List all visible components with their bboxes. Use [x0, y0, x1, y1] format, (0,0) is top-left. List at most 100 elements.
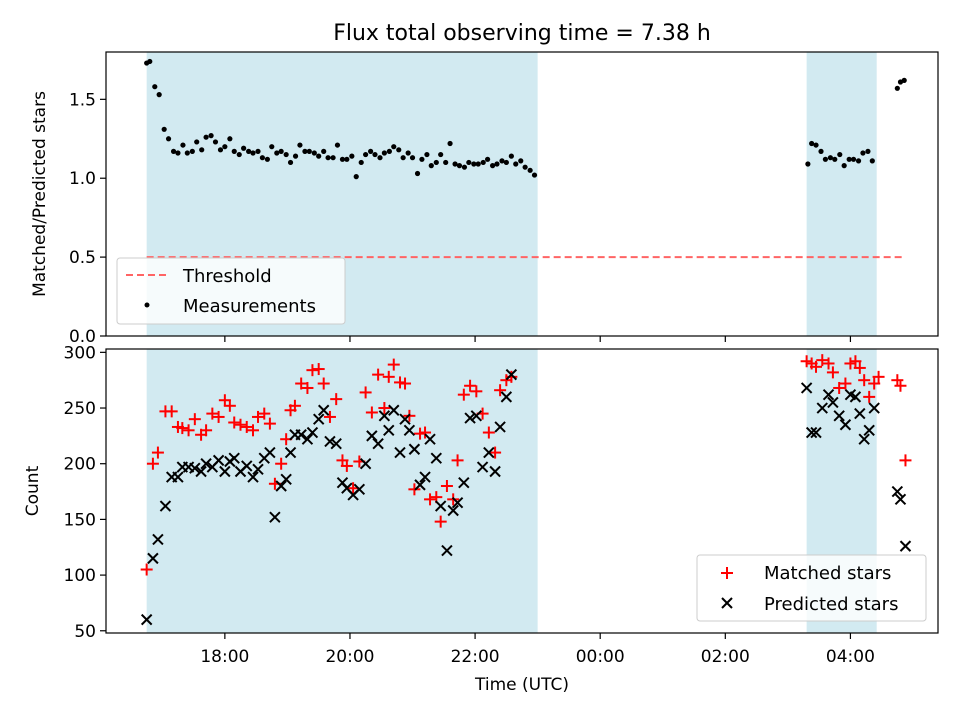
matched-star-point	[317, 377, 330, 390]
matched-star-point	[868, 377, 881, 390]
matched-star-point	[228, 416, 241, 429]
matched-star-point	[188, 413, 201, 426]
measurement-point	[306, 148, 312, 154]
measurement-point	[175, 150, 181, 156]
predicted-star-point	[894, 493, 907, 506]
measurement-point	[809, 140, 815, 147]
predicted-star-point	[195, 465, 207, 478]
matched-star-point	[451, 454, 464, 467]
predicted-star-point	[464, 412, 476, 424]
matched-star-point	[863, 390, 876, 403]
measurement-point	[805, 161, 811, 167]
measurement-point	[443, 159, 449, 166]
matched-star-point	[464, 379, 477, 392]
predicted-star-point	[280, 473, 292, 486]
predicted-star-point	[430, 452, 443, 464]
measurement-point	[386, 148, 392, 154]
measurement-point	[480, 159, 486, 166]
x-axis-label: Time (UTC)	[474, 675, 569, 695]
measurement-point	[424, 151, 430, 158]
matched-star-point	[434, 515, 447, 528]
y-tick-label: 1.0	[69, 169, 96, 189]
predicted-star-point	[451, 496, 464, 509]
measurement-point	[827, 155, 834, 161]
matched-star-point	[470, 385, 483, 398]
measurement-point	[405, 150, 411, 156]
predicted-star-point	[434, 500, 447, 512]
predicted-star-point	[805, 426, 818, 439]
x-tick-label: 18:00	[200, 647, 249, 667]
measurement-point	[499, 158, 505, 164]
matched-star-point	[810, 360, 823, 373]
legend-predicted-swatch	[721, 597, 733, 609]
matched-star-point	[146, 457, 159, 470]
matched-star-point	[263, 417, 276, 430]
measurement-point	[894, 85, 900, 91]
measurement-point	[368, 148, 374, 154]
x-tick-label: 02:00	[701, 647, 750, 667]
predicted-star-point	[317, 404, 330, 416]
measurement-point	[241, 145, 247, 151]
measurement-point	[246, 148, 252, 154]
predicted-star-point	[810, 426, 822, 439]
predicted-star-point	[372, 437, 384, 450]
measurement-point	[321, 148, 327, 154]
shaded-interval	[806, 52, 877, 336]
matched-star-point	[176, 422, 189, 435]
measurement-point	[208, 133, 214, 139]
predicted-star-point	[200, 458, 212, 470]
measurement-point	[865, 148, 871, 154]
predicted-star-point	[419, 471, 431, 483]
predicted-star-point	[388, 404, 400, 416]
count-legend: Matched stars Predicted stars	[696, 554, 927, 622]
measurement-point	[236, 151, 242, 158]
y-tick-label: 0.5	[69, 248, 96, 268]
predicted-star-point	[383, 424, 395, 437]
matched-star-point	[140, 563, 153, 576]
legend-predicted-label: Predicted stars	[764, 594, 898, 615]
matched-star-point	[482, 426, 495, 439]
measurement-point	[428, 163, 434, 169]
matched-star-point	[218, 394, 231, 407]
shaded-interval	[146, 349, 538, 633]
predicted-star-point	[228, 452, 240, 464]
predicted-star-point	[247, 471, 259, 483]
measurement-point	[283, 151, 289, 158]
y-tick-label: 300	[64, 343, 96, 363]
ratio-legend-box	[116, 257, 346, 325]
measurement-point	[194, 139, 200, 145]
predicted-star-point	[414, 479, 426, 491]
measurement-point	[165, 136, 172, 142]
matched-star-point	[894, 379, 907, 392]
chart-title: Flux total observing time = 7.38 h	[333, 21, 711, 46]
measurement-point	[199, 147, 205, 153]
matched-star-point	[382, 370, 395, 383]
count-series	[140, 354, 912, 626]
ratio-axes: 0.0 0.5 1.0 1.5	[69, 51, 939, 347]
measurement-point	[471, 161, 477, 167]
matched-star-point	[800, 355, 813, 368]
measurement-point	[381, 150, 387, 156]
legend-matched-swatch	[721, 567, 733, 579]
measurement-point	[339, 156, 346, 162]
measurement-point	[259, 155, 265, 161]
ratio-panel: 0.0 0.5 1.0 1.5 Flux total observing time =…	[30, 21, 939, 347]
legend-measurements-swatch	[144, 302, 150, 308]
matched-star-point	[394, 376, 407, 389]
predicted-star-point	[408, 443, 421, 455]
matched-star-point	[399, 377, 412, 390]
measurement-point	[274, 150, 280, 156]
matched-star-point	[816, 354, 829, 367]
matched-star-point	[844, 357, 857, 370]
measurement-point	[334, 142, 341, 148]
predicted-star-point	[494, 421, 506, 433]
matched-star-point	[323, 410, 336, 423]
y-tick-label: 50	[74, 622, 96, 642]
matched-star-point	[359, 386, 372, 399]
measurement-point	[330, 155, 336, 161]
matched-star-point	[494, 384, 507, 397]
matched-star-point	[301, 381, 314, 394]
measurement-point	[358, 159, 364, 166]
count-y-axis-label: Count	[23, 465, 43, 516]
